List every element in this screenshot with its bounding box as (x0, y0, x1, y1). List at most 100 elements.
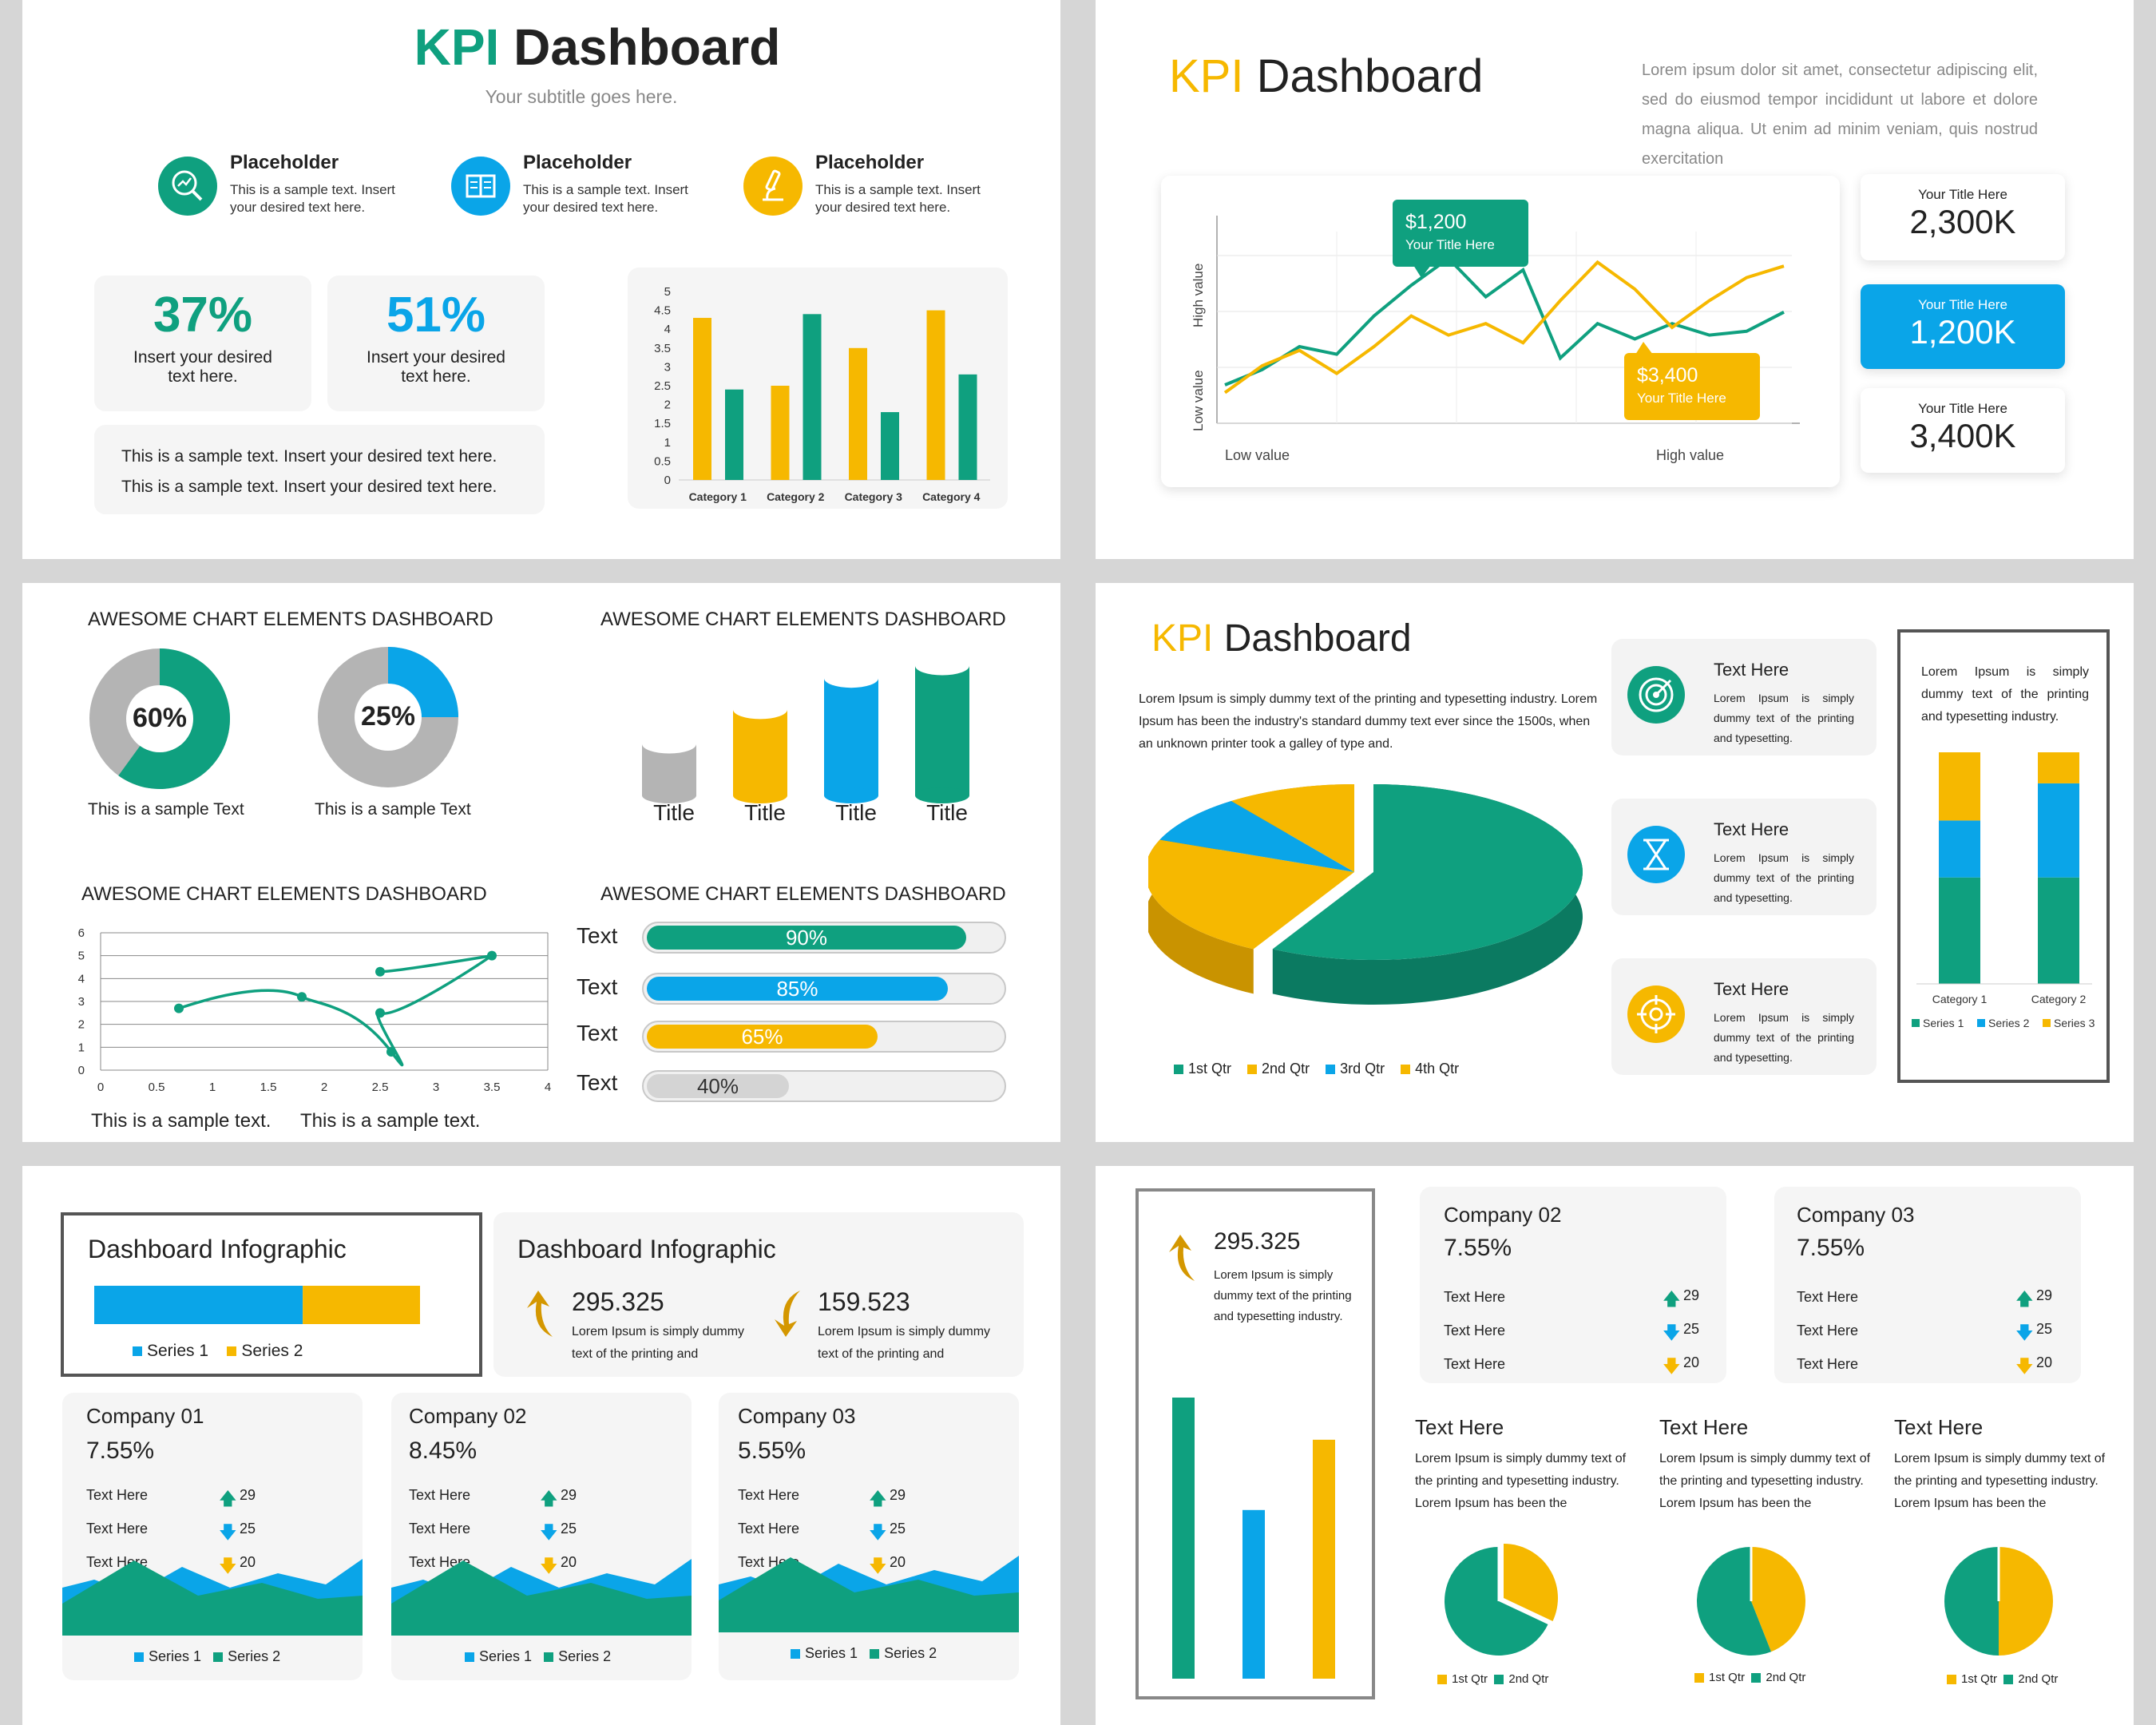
cylinder-top (733, 700, 787, 720)
s5-box-2-title: Dashboard Infographic (517, 1235, 776, 1263)
bar (1313, 1439, 1335, 1679)
s5-company-2-legend: Series 1 Series 2 (465, 1648, 611, 1665)
s2-lorem: Lorem ipsum dolor sit amet, consectetur … (1642, 61, 2038, 168)
s5-box-1: Dashboard Infographic Series 1 Series 2 (61, 1212, 482, 1377)
s3-scatter-caption-1: This is a sample text. (91, 1110, 271, 1132)
s2-kpi-card-2: Your Title Here 1,200K (1861, 284, 2065, 369)
s6-company-1-name: Company 02 (1444, 1203, 1562, 1227)
s2-kpi-3-label: Your Title Here (1918, 401, 2007, 416)
s2-kpi-2-label: Your Title Here (1918, 297, 2007, 312)
s6-text-block-2: Text Here Lorem Ipsum is simply dummy te… (1659, 1415, 1875, 1515)
s5-company-2-pct: 8.45% (409, 1438, 478, 1464)
s5-company-1-row-1-label: Text Here (86, 1487, 149, 1503)
s6-pie-chart-1 (1445, 1544, 1558, 1656)
s5-company-2-row-3-val: 20 (561, 1554, 577, 1570)
s6-p2-l1: 1st Qtr (1709, 1671, 1746, 1684)
s6-p3-l2: 2nd Qtr (2018, 1672, 2059, 1686)
s1-placeholder-1: Placeholder This is a sample text. Inser… (158, 152, 422, 224)
s4-item-1-title: Text Here (1714, 660, 1789, 680)
target-icon (1627, 666, 1685, 724)
arrow-down-curved-icon (768, 1289, 805, 1342)
s3-scatter-caption-2: This is a sample text. (300, 1110, 481, 1132)
s6-left-panel: 295.325 Lorem Ipsum is simply dummy text… (1135, 1188, 1375, 1699)
s3-heading-2: AWESOME CHART ELEMENTS DASHBOARD (600, 609, 1006, 630)
s5-legend-2: Series 2 (241, 1342, 303, 1360)
s1-stat-1-value: 37% (153, 288, 253, 343)
s1-placeholder-3-title: Placeholder (815, 152, 925, 173)
pie-slice (1148, 839, 1354, 950)
y-tick-label: 6 (78, 926, 85, 940)
cylinder-bottom (642, 787, 696, 803)
arrow-up-icon: 🡅 (869, 1489, 887, 1509)
s6-company-1-row-2-val: 25 (1683, 1321, 1700, 1337)
s1-stat-1-line1: Insert your desired (133, 348, 272, 367)
arrow-down-icon: 🡇 (219, 1522, 237, 1542)
hourglass-icon (1627, 826, 1685, 883)
series-line (1224, 256, 1785, 387)
s6-text-block-1-title: Text Here (1415, 1415, 1504, 1439)
s3-progress-track-3: 65% (642, 1021, 1006, 1053)
s4-item-1: Text Here Lorem Ipsum is simply dummy te… (1611, 639, 1877, 755)
s1-title-accent: KPI (414, 18, 500, 76)
s5-company-1-pct: 7.55% (86, 1438, 155, 1464)
scatter-point (487, 950, 497, 961)
s5-legend-1: Series 1 (147, 1342, 209, 1360)
crosshair-icon (1627, 985, 1685, 1043)
s4-legend-swatch-4 (1401, 1065, 1411, 1075)
cylinder-top (642, 734, 696, 754)
s3-donut-1-label: 60% (132, 703, 188, 733)
s3-cylinder-chart (642, 656, 969, 803)
s2-callout-1-label: Your Title Here (1405, 237, 1495, 252)
y-tick-label: 3 (78, 995, 85, 1009)
s5-company-2-row-2-val: 25 (561, 1521, 577, 1537)
pie-slice (1751, 1547, 1805, 1652)
stacked-bar-segment (2038, 783, 2079, 878)
s5-company-2-row-1-val: 29 (561, 1487, 577, 1503)
s1-placeholder-1-text2: your desired text here. (230, 200, 366, 215)
s1-placeholder-2-title: Placeholder (523, 152, 632, 173)
s6-company-card-1: Company 02 7.55% Text Here 🡅 29 Text Her… (1420, 1187, 1726, 1383)
s1-note-1: This is a sample text. Insert your desir… (121, 447, 497, 466)
s6-company-2-pct: 7.55% (1797, 1235, 1865, 1261)
bar (725, 389, 743, 480)
s5-metric-1-value: 295.325 (572, 1287, 664, 1316)
hbar-segment (94, 1286, 303, 1324)
s4-item-2-title: Text Here (1714, 819, 1789, 839)
arrow-up-icon: 🡅 (2015, 1289, 2034, 1309)
s5-company-1-row-2-val: 25 (240, 1521, 256, 1537)
arrow-up-curved-icon (1163, 1233, 1199, 1287)
s4-title-rest: Dashboard (1223, 617, 1412, 660)
s6-text-block-1-text: Lorem Ipsum is simply dummy text of the … (1415, 1452, 1627, 1510)
s5-c3-legend-1: Series 1 (805, 1645, 858, 1661)
s2-title: KPI Dashboard (1169, 50, 1483, 103)
scatter-point (386, 1047, 396, 1057)
s1-placeholder-1-title: Placeholder (230, 152, 339, 173)
s2-kpi-card-3: Your Title Here 3,400K (1861, 388, 2065, 473)
s3-progress-label-4: Text (577, 1070, 618, 1095)
s3-heading-4: AWESOME CHART ELEMENTS DASHBOARD (600, 883, 1006, 905)
s5-company-3-row-2-val: 25 (890, 1521, 906, 1537)
s6-company-1-pct: 7.55% (1444, 1235, 1512, 1261)
s3-progress-fill-1: 90% (647, 926, 966, 950)
s3-scatter-chart: 6 5 4 3 2 1 00 0.5 1 1.5 2 2.5 3 3.5 4 (78, 926, 552, 1094)
pie-slice (1944, 1547, 1999, 1656)
stacked-bar-segment (1939, 877, 1980, 984)
s3-progress-fill-2: 85% (647, 977, 948, 1001)
s6-text-block-3-text: Lorem Ipsum is simply dummy text of the … (1894, 1452, 2106, 1510)
s5-company-3-name: Company 03 (738, 1404, 856, 1428)
arrow-down-icon: 🡇 (219, 1556, 237, 1576)
s5-company-1-row-2-label: Text Here (86, 1521, 149, 1537)
stacked-bar-segment (1939, 820, 1980, 878)
s4-legend-swatch-3 (1326, 1065, 1336, 1075)
cylinder-body (733, 709, 787, 795)
x-tick-label: 3 (433, 1081, 439, 1094)
s1-note-2: This is a sample text. Insert your desir… (121, 478, 497, 496)
s6-company-2-row-3-val: 20 (2036, 1354, 2053, 1370)
cylinder-body (915, 665, 969, 795)
x-tick-label: Category 1 (689, 490, 747, 503)
arrow-down-icon: 🡇 (869, 1522, 887, 1542)
s5-metric-2-value: 159.523 (818, 1287, 910, 1316)
s6-text-block-1: Text Here Lorem Ipsum is simply dummy te… (1415, 1415, 1631, 1515)
s5-company-card-3: Company 03 5.55% Text Here 🡅 29 Text Her… (719, 1393, 1019, 1680)
s3-progress-label-2: Text (577, 974, 618, 999)
